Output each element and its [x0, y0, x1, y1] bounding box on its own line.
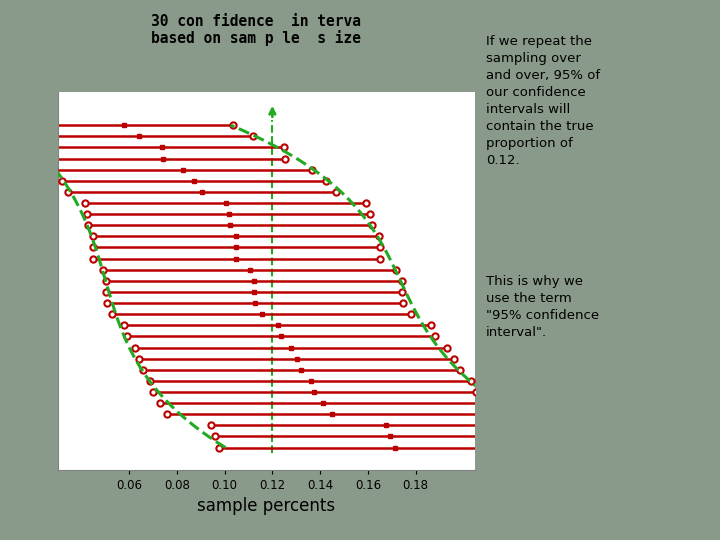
Text: 30 con fidence  in terva: 30 con fidence in terva: [150, 14, 361, 29]
Text: If we repeat the
sampling over
and over, 95% of
our confidence
intervals will
co: If we repeat the sampling over and over,…: [486, 35, 600, 167]
Text: This is why we
use the term
"95% confidence
interval".: This is why we use the term "95% confide…: [486, 275, 599, 340]
Text: based on sam p le  s ize: based on sam p le s ize: [150, 30, 361, 46]
X-axis label: sample percents: sample percents: [197, 497, 336, 515]
